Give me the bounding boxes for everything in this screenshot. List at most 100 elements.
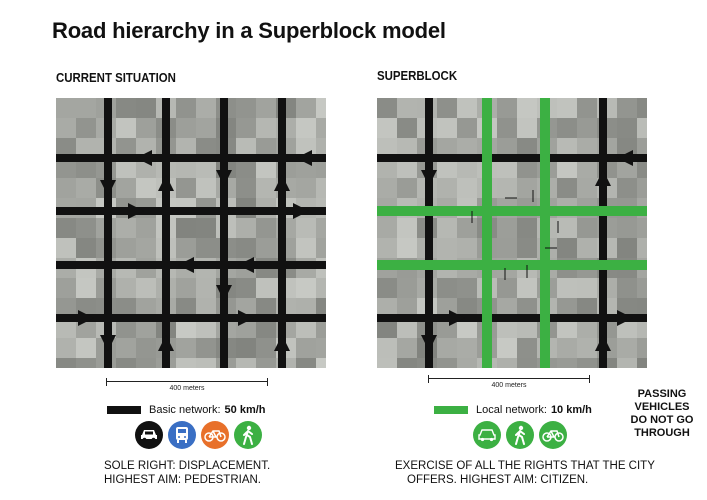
direction-arrow — [100, 180, 116, 196]
city-block — [236, 178, 256, 198]
caption-line: EXERCISE OF ALL THE RIGHTS THAT THE CITY — [395, 460, 655, 472]
city-block — [176, 278, 196, 298]
city-block — [497, 318, 517, 338]
city-block — [116, 338, 136, 358]
street-vertical-local — [482, 322, 492, 368]
note-line: VEHICLES — [634, 401, 690, 413]
city-block — [497, 358, 517, 368]
city-block — [236, 158, 256, 178]
city-block — [116, 158, 136, 178]
city-block — [196, 298, 216, 318]
city-block — [316, 278, 326, 298]
city-block — [176, 298, 196, 318]
city-block — [437, 218, 457, 238]
city-block — [577, 98, 597, 118]
scale-bar — [106, 378, 268, 388]
direction-arrow — [293, 203, 309, 219]
city-block — [397, 278, 417, 298]
city-block — [296, 218, 316, 238]
city-block — [437, 358, 457, 368]
city-block — [236, 338, 256, 358]
city-block — [176, 318, 196, 338]
car-icon — [473, 421, 501, 449]
city-block — [296, 358, 316, 368]
city-block — [236, 238, 256, 258]
superblock-heading: SUPERBLOCK — [377, 68, 458, 83]
city-block — [56, 238, 76, 258]
street-vertical-local — [540, 322, 550, 368]
city-block — [56, 98, 76, 118]
direction-arrow — [216, 285, 232, 301]
city-block — [256, 338, 276, 358]
city-block — [256, 98, 276, 118]
street-vertical-local — [540, 98, 550, 368]
legend-label: Local network: — [476, 404, 547, 416]
city-block — [437, 238, 457, 258]
city-block — [577, 278, 597, 298]
city-block — [397, 178, 417, 198]
city-block — [76, 218, 96, 238]
city-block — [517, 178, 537, 198]
city-block — [577, 158, 597, 178]
superblock-road-grid — [377, 98, 647, 368]
city-block — [236, 118, 256, 138]
city-block — [296, 298, 316, 318]
direction-arrow — [421, 335, 437, 351]
city-block — [196, 218, 216, 238]
caption-line: HIGHEST AIM: PEDESTRIAN. — [104, 474, 261, 486]
city-block — [316, 118, 326, 138]
city-block — [116, 218, 136, 238]
city-block — [457, 178, 477, 198]
city-block — [637, 298, 647, 318]
city-block — [517, 98, 537, 118]
city-block — [617, 338, 637, 358]
city-block — [116, 358, 136, 368]
city-block — [236, 98, 256, 118]
city-block — [457, 98, 477, 118]
city-block — [377, 218, 397, 238]
direction-arrow — [595, 170, 611, 186]
city-block — [557, 338, 577, 358]
city-block — [377, 278, 397, 298]
city-block — [116, 318, 136, 338]
city-block — [437, 98, 457, 118]
city-block — [136, 298, 156, 318]
city-block — [557, 218, 577, 238]
city-block — [397, 218, 417, 238]
city-block — [316, 298, 326, 318]
city-block — [377, 318, 397, 338]
city-block — [577, 178, 597, 198]
city-block — [437, 338, 457, 358]
city-block — [136, 118, 156, 138]
note-line: DO NOT GO — [630, 414, 694, 426]
street-vertical-local — [482, 98, 492, 368]
direction-arrow — [128, 203, 144, 219]
pedestrian-icon — [234, 421, 262, 449]
city-block — [457, 338, 477, 358]
city-block — [56, 318, 76, 338]
city-block — [457, 118, 477, 138]
city-block — [557, 318, 577, 338]
city-block — [176, 138, 196, 158]
city-block — [377, 158, 397, 178]
scale-bar — [428, 375, 590, 385]
city-block — [517, 218, 537, 238]
street-vertical-basic — [425, 98, 433, 368]
bus-icon — [168, 421, 196, 449]
city-block — [457, 138, 477, 158]
city-block — [256, 358, 276, 368]
city-block — [457, 358, 477, 368]
black-line-swatch — [107, 406, 141, 414]
street-horizontal — [56, 154, 326, 162]
superblock-caption: EXERCISE OF ALL THE RIGHTS THAT THE CITY… — [395, 459, 655, 487]
city-block — [397, 138, 417, 158]
direction-arrow — [100, 335, 116, 351]
street-horizontal-local — [377, 260, 647, 270]
city-block — [517, 298, 537, 318]
city-block — [176, 238, 196, 258]
direction-arrow — [216, 170, 232, 186]
city-block — [256, 178, 276, 198]
city-block — [377, 178, 397, 198]
city-block — [637, 158, 647, 178]
city-block — [397, 298, 417, 318]
